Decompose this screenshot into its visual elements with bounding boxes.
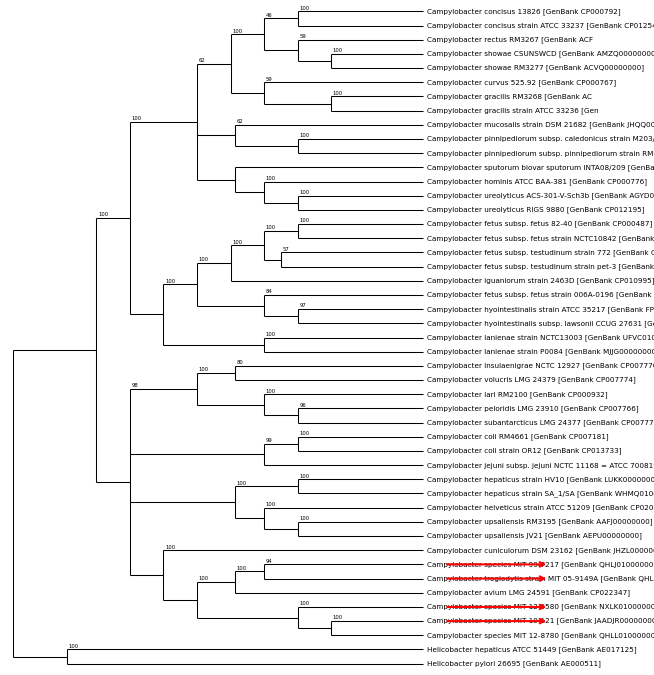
Text: 100: 100 [300,218,309,223]
Text: 100: 100 [266,225,276,230]
Text: Helicobacter hepaticus ATCC 51449 [GenBank AE017125]: Helicobacter hepaticus ATCC 51449 [GenBa… [427,646,636,653]
Text: Campylobacter lanienae strain NCTC13003 [GenBank UFVC01000000]: Campylobacter lanienae strain NCTC13003 … [427,334,654,341]
Text: 94: 94 [266,559,273,564]
Text: Campylobacter sputorum biovar sputorum INTA08/209 [GenBank JMTI00000000]: Campylobacter sputorum biovar sputorum I… [427,164,654,171]
Text: 97: 97 [300,304,306,308]
Text: 100: 100 [199,367,209,372]
Text: Campylobacter upsaliensis RM3195 [GenBank AAFJ00000000]: Campylobacter upsaliensis RM3195 [GenBan… [427,518,652,525]
Text: Campylobacter showae RM3277 [GenBank ACVQ00000000]: Campylobacter showae RM3277 [GenBank ACV… [427,65,644,72]
Text: Campylobacter pinnipediorum subsp. pinnipediorum strain RM17260 [GenBank CP0: Campylobacter pinnipediorum subsp. pinni… [427,150,654,157]
Text: 80: 80 [237,360,243,365]
Text: 96: 96 [300,403,306,408]
Text: 100: 100 [199,576,209,581]
Text: 100: 100 [266,389,276,394]
Text: Campylobacter hyointestinalis subsp. lawsonii CCUG 27631 [GenBank CP015576]: Campylobacter hyointestinalis subsp. law… [427,320,654,327]
Text: 100: 100 [333,48,343,53]
Text: Campylobacter pinnipediorum subsp. caledonicus strain M203/00/3 [GenBank MBGA0: Campylobacter pinnipediorum subsp. caled… [427,136,654,142]
Text: Campylobacter jejuni subsp. jejuni NCTC 11168 = ATCC 700819 [GenBank AL111168]: Campylobacter jejuni subsp. jejuni NCTC … [427,462,654,468]
Text: Campylobacter lanienae strain P0084 [GenBank MJJG00000000]: Campylobacter lanienae strain P0084 [Gen… [427,348,654,355]
Text: Campylobacter gracilis RM3268 [GenBank AC: Campylobacter gracilis RM3268 [GenBank A… [427,93,592,100]
Text: Campylobacter fetus subsp. fetus strain 006A-0196 [GenBank FAUT00000000]: Campylobacter fetus subsp. fetus strain … [427,292,654,298]
Text: 100: 100 [237,566,247,571]
Text: Campylobacter concisus 13826 [GenBank CP000792]: Campylobacter concisus 13826 [GenBank CP… [427,8,621,15]
Text: 100: 100 [266,502,276,507]
Text: Campylobacter coli strain OR12 [GenBank CP013733]: Campylobacter coli strain OR12 [GenBank … [427,448,621,454]
Text: Campylobacter concisus strain ATCC 33237 [GenBank CP012541]: Campylobacter concisus strain ATCC 33237… [427,22,654,29]
Text: 62: 62 [237,119,243,124]
Text: Campylobacter ureolyticus RIGS 9880 [GenBank CP012195]: Campylobacter ureolyticus RIGS 9880 [Gen… [427,207,644,213]
Text: 100: 100 [69,644,79,649]
Text: Campylobacter peloridis LMG 23910 [GenBank CP007766]: Campylobacter peloridis LMG 23910 [GenBa… [427,405,638,412]
Text: 57: 57 [283,246,289,252]
Text: 100: 100 [300,516,309,521]
Text: Campylobacter curvus 525.92 [GenBank CP000767]: Campylobacter curvus 525.92 [GenBank CP0… [427,79,616,86]
Text: 100: 100 [237,481,247,486]
Text: Campylobacter insulaenigrae NCTC 12927 [GenBank CP007770]: Campylobacter insulaenigrae NCTC 12927 [… [427,362,654,369]
Text: 100: 100 [232,240,243,244]
Text: Campylobacter fetus subsp. fetus 82-40 [GenBank CP000487]: Campylobacter fetus subsp. fetus 82-40 [… [427,221,652,227]
Text: 59: 59 [266,76,273,82]
Text: Campylobacter coli RM4661 [GenBank CP007181]: Campylobacter coli RM4661 [GenBank CP007… [427,433,608,440]
Text: 100: 100 [98,213,108,217]
Text: 84: 84 [266,290,273,294]
Text: 100: 100 [300,431,309,436]
Text: 100: 100 [300,601,309,606]
Text: Campylobacter fetus subsp. testudinum strain pet-3 [GenBank CP009226]: Campylobacter fetus subsp. testudinum st… [427,263,654,270]
Text: Campylobacter species MIT 99-7217 [GenBank QHLJ01000000]: Campylobacter species MIT 99-7217 [GenBa… [427,561,654,568]
Text: 100: 100 [266,176,276,181]
Text: Campylobacter hepaticus strain SA_1/SA [GenBank WHMQ01000000]: Campylobacter hepaticus strain SA_1/SA [… [427,490,654,497]
Text: Campylobacter hominis ATCC BAA-381 [GenBank CP000776]: Campylobacter hominis ATCC BAA-381 [GenB… [427,178,647,185]
Text: Campylobacter species MIT 12-8780 [GenBank QHLL01000000]: Campylobacter species MIT 12-8780 [GenBa… [427,632,654,639]
Text: Campylobacter iguaniorum strain 2463D [GenBank CP010995]: Campylobacter iguaniorum strain 2463D [G… [427,277,654,284]
Text: Helicobacter pylori 26695 [GenBank AE000511]: Helicobacter pylori 26695 [GenBank AE000… [427,660,600,667]
Text: Campylobacter fetus subsp. testudinum strain 772 [GenBank CP027287]: Campylobacter fetus subsp. testudinum st… [427,249,654,256]
Text: 100: 100 [300,190,309,195]
Text: Campylobacter subantarcticus LMG 24377 [GenBank CP007773]: Campylobacter subantarcticus LMG 24377 [… [427,419,654,426]
Text: 100: 100 [300,133,309,138]
Text: Campylobacter troglodytis strain MIT 05-9149A [GenBank QHLI01000000]: Campylobacter troglodytis strain MIT 05-… [427,575,654,582]
Text: 100: 100 [300,5,309,11]
Text: 100: 100 [333,616,343,620]
Text: Campylobacter hepaticus strain HV10 [GenBank LUKK00000000]: Campylobacter hepaticus strain HV10 [Gen… [427,476,654,483]
Text: 46: 46 [266,13,273,18]
Text: Campylobacter species MIT 12-5580 [GenBank NXLK01000000]: Campylobacter species MIT 12-5580 [GenBa… [427,603,654,610]
Text: 99: 99 [266,438,273,443]
Text: 100: 100 [199,257,209,263]
Text: 100: 100 [131,116,142,121]
Text: Campylobacter gracilis strain ATCC 33236 [Gen: Campylobacter gracilis strain ATCC 33236… [427,107,598,114]
Text: Campylobacter mucosalis strain DSM 21682 [GenBank JHQQ00000000]: Campylobacter mucosalis strain DSM 21682… [427,122,654,128]
Text: Campylobacter showae CSUNSWCD [GenBank AMZQ00000000]: Campylobacter showae CSUNSWCD [GenBank A… [427,51,654,57]
Text: 59: 59 [300,34,306,39]
Text: Campylobacter cuniculorum DSM 23162 [GenBank JHZL00000000]: Campylobacter cuniculorum DSM 23162 [Gen… [427,547,654,553]
Text: Campylobacter rectus RM3267 [GenBank ACF: Campylobacter rectus RM3267 [GenBank ACF [427,36,593,43]
Text: Campylobacter upsaliensis JV21 [GenBank AEPU00000000]: Campylobacter upsaliensis JV21 [GenBank … [427,533,642,539]
Text: Campylobacter avium LMG 24591 [GenBank CP022347]: Campylobacter avium LMG 24591 [GenBank C… [427,589,630,596]
Text: 100: 100 [333,90,343,96]
Text: 98: 98 [131,383,139,388]
Text: Campylobacter fetus subsp. fetus strain NCTC10842 [GenBank LS483431]: Campylobacter fetus subsp. fetus strain … [427,235,654,242]
Text: 100: 100 [165,545,175,549]
Text: Campylobacter hyointestinalis strain ATCC 35217 [GenBank FPBB00000000]: Campylobacter hyointestinalis strain ATC… [427,306,654,313]
Text: 100: 100 [232,28,243,34]
Text: 62: 62 [199,58,205,63]
Text: 100: 100 [300,474,309,479]
Text: 100: 100 [266,332,276,337]
Text: Campylobacter helveticus strain ATCC 51209 [GenBank CP020478]: Campylobacter helveticus strain ATCC 512… [427,504,654,511]
Text: Campylobacter ureolyticus ACS-301-V-Sch3b [GenBank AGYD00000000]: Campylobacter ureolyticus ACS-301-V-Sch3… [427,192,654,199]
Text: Campylobacter lari RM2100 [GenBank CP000932]: Campylobacter lari RM2100 [GenBank CP000… [427,391,608,398]
Text: 100: 100 [165,279,175,284]
Text: Campylobacter volucris LMG 24379 [GenBank CP007774]: Campylobacter volucris LMG 24379 [GenBan… [427,377,636,383]
Text: Campylobacter species MIT 19-121 [GenBank JAADJR000000000]: Campylobacter species MIT 19-121 [GenBan… [427,618,654,624]
